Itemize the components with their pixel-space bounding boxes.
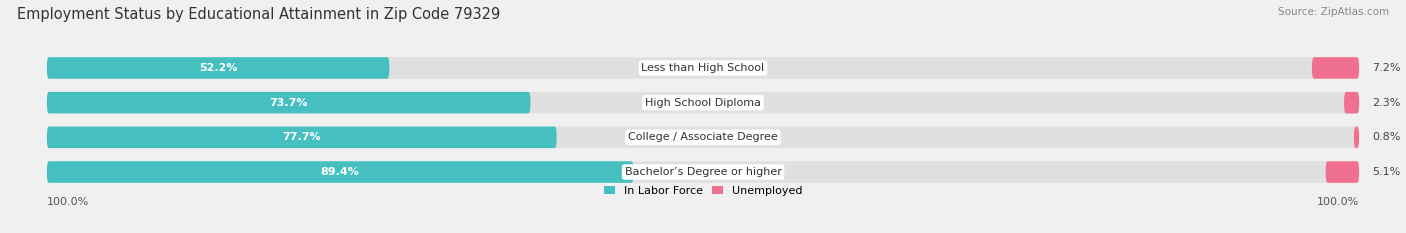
FancyBboxPatch shape — [46, 161, 1360, 183]
Text: College / Associate Degree: College / Associate Degree — [628, 132, 778, 142]
Text: 5.1%: 5.1% — [1372, 167, 1400, 177]
FancyBboxPatch shape — [1312, 57, 1360, 79]
Text: 2.3%: 2.3% — [1372, 98, 1400, 108]
Text: Less than High School: Less than High School — [641, 63, 765, 73]
Text: 100.0%: 100.0% — [46, 197, 89, 207]
Text: 77.7%: 77.7% — [283, 132, 321, 142]
Text: Source: ZipAtlas.com: Source: ZipAtlas.com — [1278, 7, 1389, 17]
Text: 52.2%: 52.2% — [198, 63, 238, 73]
FancyBboxPatch shape — [46, 92, 1360, 113]
Text: 7.2%: 7.2% — [1372, 63, 1400, 73]
Text: Bachelor’s Degree or higher: Bachelor’s Degree or higher — [624, 167, 782, 177]
FancyBboxPatch shape — [46, 127, 1360, 148]
FancyBboxPatch shape — [46, 161, 634, 183]
Text: 0.8%: 0.8% — [1372, 132, 1400, 142]
Text: 73.7%: 73.7% — [270, 98, 308, 108]
FancyBboxPatch shape — [46, 57, 389, 79]
FancyBboxPatch shape — [1354, 127, 1360, 148]
Text: 89.4%: 89.4% — [321, 167, 360, 177]
Text: Employment Status by Educational Attainment in Zip Code 79329: Employment Status by Educational Attainm… — [17, 7, 501, 22]
FancyBboxPatch shape — [46, 57, 1360, 79]
Text: High School Diploma: High School Diploma — [645, 98, 761, 108]
FancyBboxPatch shape — [46, 92, 530, 113]
Text: 100.0%: 100.0% — [1317, 197, 1360, 207]
FancyBboxPatch shape — [1326, 161, 1360, 183]
FancyBboxPatch shape — [46, 127, 557, 148]
Legend: In Labor Force, Unemployed: In Labor Force, Unemployed — [599, 181, 807, 200]
FancyBboxPatch shape — [1344, 92, 1360, 113]
